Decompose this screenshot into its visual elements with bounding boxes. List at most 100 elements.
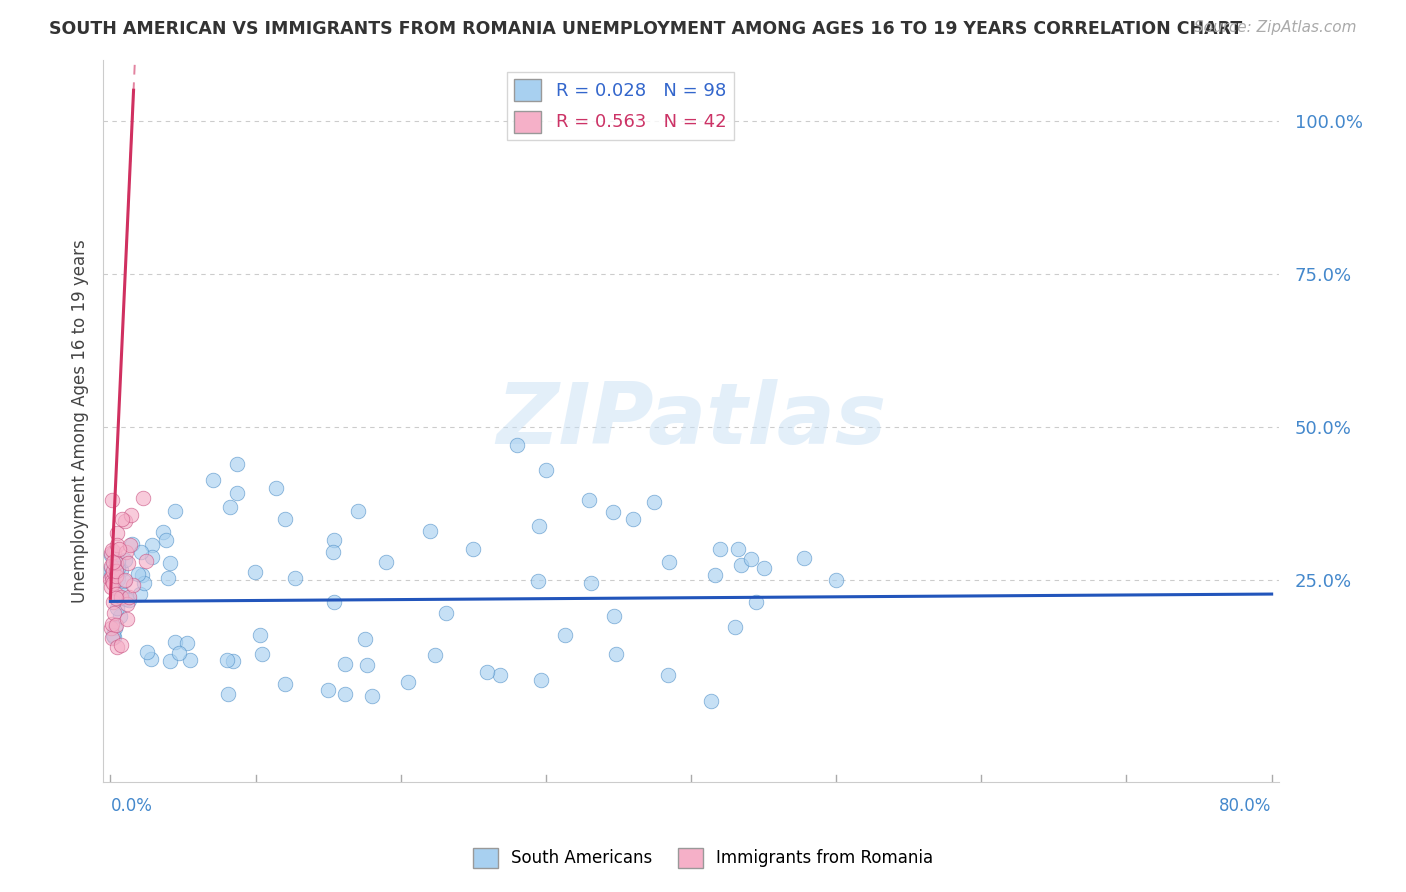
Text: 80.0%: 80.0% <box>1219 797 1271 815</box>
Point <box>129 587 152 601</box>
Point <box>100 561 122 575</box>
Point <box>704 568 727 582</box>
Point <box>375 555 398 569</box>
Point <box>159 556 181 570</box>
Point <box>335 657 357 672</box>
Point <box>605 647 627 661</box>
Point <box>105 601 128 615</box>
Point <box>100 574 122 588</box>
Point <box>218 500 240 515</box>
Point <box>141 651 163 665</box>
Point <box>103 545 125 559</box>
Point <box>103 606 125 620</box>
Point <box>117 556 139 570</box>
Point <box>347 504 370 518</box>
Point <box>165 504 187 518</box>
Point <box>163 634 186 648</box>
Point <box>114 514 136 528</box>
Point <box>152 524 174 539</box>
Point <box>118 538 141 552</box>
Legend: R = 0.028   N = 98, R = 0.563   N = 42: R = 0.028 N = 98, R = 0.563 N = 42 <box>508 72 734 140</box>
Text: SOUTH AMERICAN VS IMMIGRANTS FROM ROMANIA UNEMPLOYMENT AMONG AGES 16 TO 19 YEARS: SOUTH AMERICAN VS IMMIGRANTS FROM ROMANI… <box>49 20 1243 37</box>
Point <box>100 546 122 560</box>
Point <box>100 568 122 582</box>
Point <box>100 573 122 587</box>
Point <box>110 638 132 652</box>
Point <box>107 554 129 568</box>
Point <box>322 545 344 559</box>
Point <box>105 568 128 582</box>
Point <box>105 591 128 606</box>
Point <box>100 559 122 574</box>
Point <box>108 542 131 557</box>
Point <box>122 578 145 592</box>
Point <box>658 555 681 569</box>
Point <box>579 576 602 591</box>
Point <box>107 572 129 586</box>
Point <box>103 621 125 635</box>
Point <box>135 645 157 659</box>
Point <box>110 563 132 577</box>
Point <box>103 631 125 645</box>
Point <box>463 542 485 557</box>
Point <box>215 652 238 666</box>
Point <box>530 673 553 687</box>
Point <box>129 545 152 559</box>
Point <box>284 571 307 585</box>
Point <box>727 542 749 557</box>
Point <box>101 493 124 508</box>
Point <box>131 568 153 582</box>
Point <box>396 675 419 690</box>
Point <box>110 590 132 604</box>
Point <box>127 566 149 581</box>
Point <box>335 687 357 701</box>
Point <box>141 538 163 552</box>
Point <box>603 609 626 624</box>
Point <box>115 597 138 611</box>
Point <box>155 533 177 548</box>
Point <box>700 694 723 708</box>
Point <box>752 560 775 574</box>
Point <box>114 573 136 587</box>
Point <box>475 665 498 679</box>
Point <box>222 654 245 668</box>
Point <box>554 628 576 642</box>
Point <box>316 683 339 698</box>
Point <box>534 463 557 477</box>
Point <box>134 576 156 591</box>
Point <box>643 495 665 509</box>
Point <box>100 548 122 562</box>
Point <box>578 493 600 508</box>
Point <box>243 565 266 579</box>
Point <box>100 621 122 635</box>
Legend: South Americans, Immigrants from Romania: South Americans, Immigrants from Romania <box>467 841 939 875</box>
Point <box>423 648 446 662</box>
Point <box>226 485 249 500</box>
Point <box>101 564 124 578</box>
Point <box>104 556 127 570</box>
Point <box>101 575 124 590</box>
Point <box>141 549 163 564</box>
Point <box>101 543 124 558</box>
Point <box>103 595 125 609</box>
Point <box>323 533 346 547</box>
Point <box>101 631 124 645</box>
Point <box>104 618 127 632</box>
Point <box>360 690 382 704</box>
Point <box>176 636 198 650</box>
Point <box>103 555 125 569</box>
Point <box>118 593 141 607</box>
Point <box>273 677 295 691</box>
Point <box>107 537 129 551</box>
Text: Source: ZipAtlas.com: Source: ZipAtlas.com <box>1194 20 1357 35</box>
Point <box>167 646 190 660</box>
Point <box>105 564 128 578</box>
Point <box>274 512 297 526</box>
Point <box>602 505 624 519</box>
Point <box>723 619 745 633</box>
Point <box>419 524 441 538</box>
Point <box>217 687 239 701</box>
Point <box>434 606 457 620</box>
Point <box>825 573 848 587</box>
Text: 0.0%: 0.0% <box>111 797 152 815</box>
